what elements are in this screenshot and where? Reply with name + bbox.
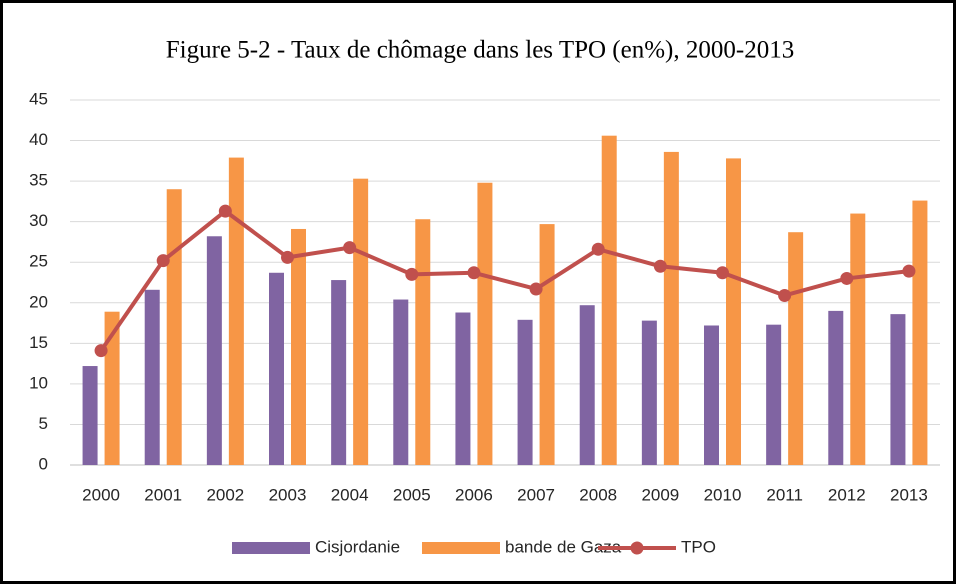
x-tick-label: 2001 (144, 485, 182, 504)
y-tick-label: 40 (29, 130, 48, 149)
marker (902, 264, 916, 278)
x-tick-label: 2003 (269, 485, 307, 504)
y-tick-label: 35 (29, 171, 48, 190)
y-tick-label: 0 (39, 454, 48, 473)
y-tick-label: 45 (29, 89, 48, 108)
x-tick-label: 2006 (455, 485, 493, 504)
x-tick-label: 2008 (579, 485, 617, 504)
marker (529, 282, 543, 296)
marker (218, 204, 232, 218)
x-tick-label: 2002 (206, 485, 244, 504)
marker (716, 266, 729, 280)
marker (467, 266, 481, 280)
bar (166, 189, 182, 465)
bar (477, 182, 493, 465)
bar (393, 299, 409, 465)
bar (331, 280, 347, 465)
bar (850, 213, 866, 465)
x-tick-label: 2005 (393, 485, 431, 504)
bar (269, 272, 284, 465)
bar (663, 151, 679, 465)
marker (405, 267, 419, 281)
x-tick-label: 2012 (828, 485, 866, 504)
legend-label: bande de Gaza (505, 537, 622, 556)
marker (840, 271, 854, 285)
line (99, 209, 910, 352)
x-tick-label: 2004 (331, 485, 369, 504)
bar (766, 324, 782, 465)
bar (517, 319, 533, 465)
chart-title: Figure 5-2 - Taux de chômage dans les TP… (166, 37, 794, 64)
marker (156, 254, 170, 268)
x-tick-label: 2011 (766, 485, 803, 504)
bar (415, 219, 431, 465)
legend-label: Cisjordanie (315, 537, 400, 556)
y-tick-label: 10 (29, 373, 48, 392)
x-tick-label: 2000 (82, 485, 120, 504)
bar (788, 232, 804, 465)
y-tick-label: 20 (29, 292, 48, 311)
legend-marker (630, 541, 644, 555)
y-tick-label: 30 (29, 211, 48, 230)
bar (912, 200, 928, 466)
marker (653, 259, 667, 273)
bar (641, 320, 657, 465)
marker (778, 288, 792, 302)
bar (353, 178, 369, 465)
y-tick-label: 15 (29, 333, 48, 352)
bar (206, 236, 222, 465)
legend-swatch (232, 542, 310, 554)
bar (228, 157, 244, 466)
legend-swatch (422, 542, 500, 554)
y-tick-label: 25 (29, 252, 48, 271)
y-tick-label: 5 (39, 414, 48, 433)
x-tick-label: 2009 (641, 485, 679, 504)
bar (455, 312, 471, 465)
bar (828, 310, 844, 465)
marker (591, 242, 605, 256)
bar (704, 325, 719, 465)
x-tick-label: 2007 (517, 485, 555, 504)
x-tick-label: 2010 (704, 485, 742, 504)
bar (601, 135, 617, 465)
marker (281, 250, 294, 264)
bar (82, 366, 98, 465)
bar (144, 289, 160, 465)
x-tick-label: 2013 (890, 485, 928, 504)
bar (726, 158, 741, 465)
marker (343, 241, 357, 255)
bar (539, 224, 555, 465)
bar (291, 228, 306, 465)
legend-label: TPO (681, 537, 716, 556)
bar (104, 311, 120, 465)
bar (579, 305, 595, 465)
marker (94, 344, 108, 358)
bar (890, 314, 906, 465)
